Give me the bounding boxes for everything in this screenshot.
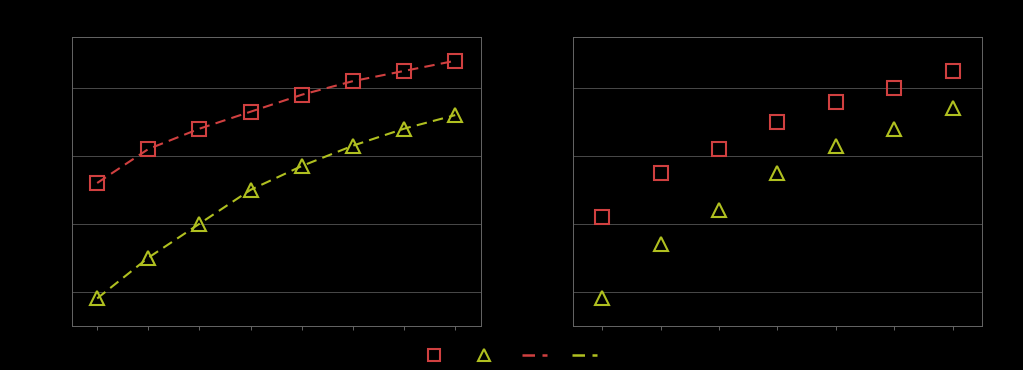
Legend: , , , : , , ,	[421, 349, 602, 363]
